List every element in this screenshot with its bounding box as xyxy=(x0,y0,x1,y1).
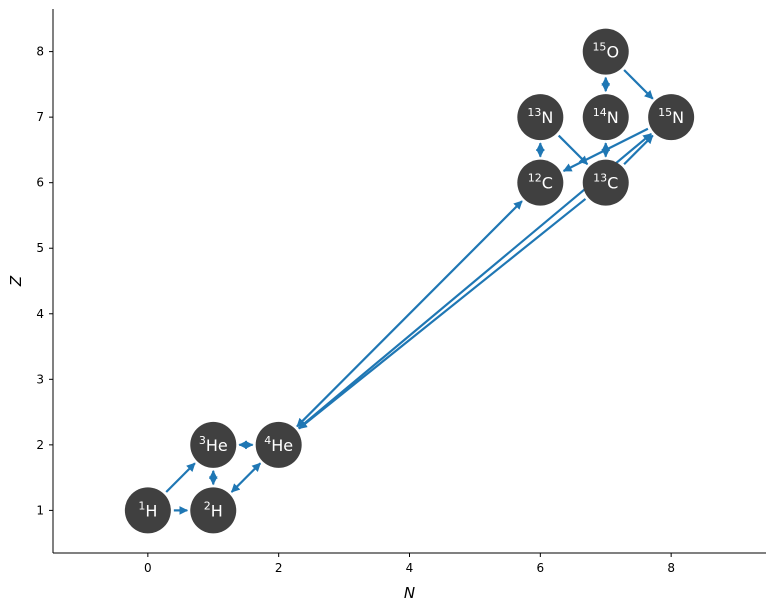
nucleus-marker xyxy=(124,487,171,534)
nucleus-node: 12C xyxy=(517,159,564,206)
nucleus-label: 3He xyxy=(199,434,228,455)
x-axis-label: N xyxy=(404,584,415,602)
nucleus-marker xyxy=(648,94,695,141)
nucleus-label: 14N xyxy=(593,106,619,127)
nucleus-label: 15O xyxy=(592,41,619,62)
reaction-link xyxy=(296,200,523,428)
nucleus-marker xyxy=(582,159,629,206)
y-tick-label: 8 xyxy=(36,45,44,59)
nucleus-node: 15O xyxy=(582,28,629,75)
y-tick-label: 2 xyxy=(36,438,44,452)
nucleus-label: 12C xyxy=(528,172,553,193)
nucleus-label: 1H xyxy=(138,499,157,520)
nucleus-marker xyxy=(582,28,629,75)
y-tick-label: 3 xyxy=(36,372,44,386)
x-tick-label: 8 xyxy=(667,561,675,575)
y-tick-label: 4 xyxy=(36,307,44,321)
nucleus-label: 15N xyxy=(658,106,684,127)
reaction-link xyxy=(165,462,196,493)
y-tick-label: 5 xyxy=(36,241,44,255)
reaction-link xyxy=(298,198,587,430)
nucleus-marker xyxy=(517,159,564,206)
reaction-links xyxy=(165,69,654,515)
nucleus-marker xyxy=(517,94,564,141)
y-tick-label: 1 xyxy=(36,503,44,517)
nucleus-node: 14N xyxy=(582,94,629,141)
nucleus-marker xyxy=(255,421,302,468)
axes: 0 2 4 6 8 1 2 3 4 5 6 7 8 N Z xyxy=(7,9,766,602)
nucleus-marker xyxy=(582,94,629,141)
nucleus-marker xyxy=(190,421,237,468)
nucleus-node: 3He xyxy=(190,421,237,468)
nucleus-node: 4He xyxy=(255,421,302,468)
x-tick-label: 0 xyxy=(144,561,152,575)
x-tick-label: 6 xyxy=(537,561,545,575)
nucleus-label: 4He xyxy=(264,434,293,455)
nucleus-node: 13N xyxy=(517,94,564,141)
x-tick-label: 2 xyxy=(275,561,283,575)
y-tick-label: 6 xyxy=(36,176,44,190)
nuclei-nodes: 1H 2H 3He 4He 12C 13C 13N 14N 15N 15O xyxy=(124,28,695,534)
reaction-link xyxy=(557,134,589,166)
reaction-link xyxy=(623,69,654,100)
reaction-link xyxy=(562,127,649,173)
reaction-link xyxy=(623,134,654,166)
nucleus-node: 1H xyxy=(124,487,171,534)
y-axis-ticks: 1 2 3 4 5 6 7 8 xyxy=(36,45,53,517)
nucleus-node: 13C xyxy=(582,159,629,206)
nucleus-node: 2H xyxy=(190,487,237,534)
x-axis-ticks: 0 2 4 6 8 xyxy=(144,553,675,575)
nucleus-label: 13C xyxy=(593,172,618,193)
y-tick-label: 7 xyxy=(36,110,44,124)
reaction-link xyxy=(230,462,262,493)
nucleus-label: 13N xyxy=(527,106,553,127)
nucleus-label: 2H xyxy=(204,499,223,520)
y-axis-label: Z xyxy=(7,275,25,287)
nucleus-marker xyxy=(190,487,237,534)
nucleus-node: 15N xyxy=(648,94,695,141)
x-tick-label: 4 xyxy=(406,561,414,575)
